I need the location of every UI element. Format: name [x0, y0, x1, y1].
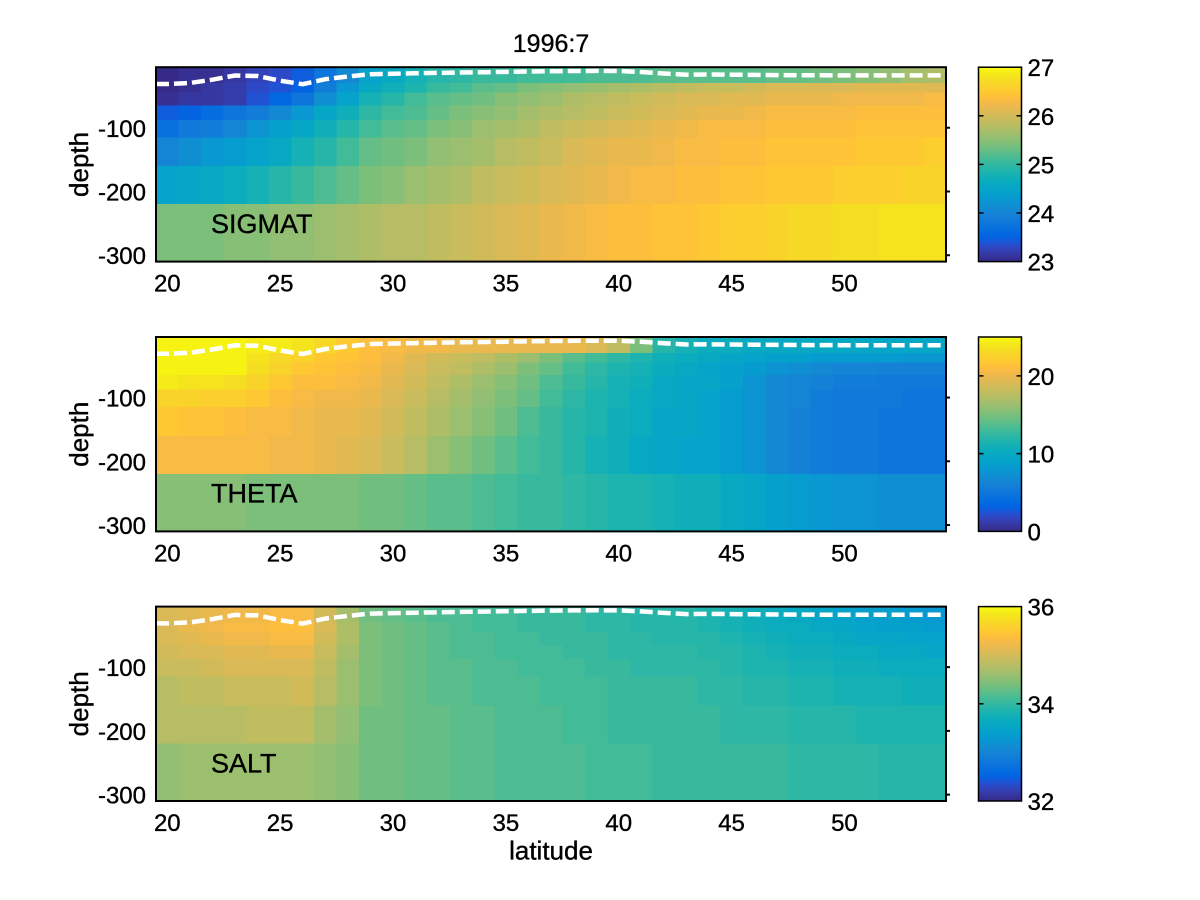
svg-text:SIGMAT: SIGMAT [211, 209, 313, 239]
svg-text:10: 10 [1028, 442, 1055, 469]
svg-text:20: 20 [1028, 364, 1055, 391]
svg-text:depth: depth [64, 402, 94, 467]
svg-text:40: 40 [605, 271, 632, 298]
svg-text:depth: depth [64, 132, 94, 197]
svg-text:depth: depth [64, 671, 94, 736]
svg-text:25: 25 [267, 271, 294, 298]
svg-text:30: 30 [380, 271, 407, 298]
svg-text:32: 32 [1028, 789, 1055, 816]
svg-text:-100: -100 [98, 116, 146, 143]
svg-text:-100: -100 [98, 655, 146, 682]
svg-text:25: 25 [267, 810, 294, 837]
svg-text:50: 50 [831, 810, 858, 837]
svg-text:-200: -200 [98, 179, 146, 206]
svg-text:20: 20 [154, 810, 181, 837]
svg-text:36: 36 [1028, 595, 1055, 622]
svg-text:26: 26 [1028, 104, 1055, 131]
svg-text:45: 45 [718, 271, 745, 298]
svg-text:20: 20 [154, 271, 181, 298]
svg-text:23: 23 [1028, 250, 1055, 277]
svg-text:40: 40 [605, 810, 632, 837]
svg-text:35: 35 [493, 271, 520, 298]
svg-text:latitude: latitude [509, 836, 593, 866]
svg-text:35: 35 [493, 810, 520, 837]
svg-text:50: 50 [831, 540, 858, 567]
svg-text:34: 34 [1028, 692, 1055, 719]
svg-text:-100: -100 [98, 386, 146, 413]
svg-text:27: 27 [1028, 55, 1055, 82]
svg-text:35: 35 [493, 540, 520, 567]
svg-text:24: 24 [1028, 201, 1055, 228]
svg-text:-300: -300 [98, 243, 146, 270]
svg-text:25: 25 [1028, 152, 1055, 179]
svg-text:40: 40 [605, 540, 632, 567]
svg-text:-300: -300 [98, 513, 146, 540]
svg-text:-200: -200 [98, 449, 146, 476]
svg-text:25: 25 [267, 540, 294, 567]
svg-text:THETA: THETA [211, 479, 298, 509]
svg-text:20: 20 [154, 540, 181, 567]
svg-text:-300: -300 [98, 783, 146, 810]
svg-text:45: 45 [718, 810, 745, 837]
svg-text:-200: -200 [98, 719, 146, 746]
svg-text:1996:7: 1996:7 [513, 30, 589, 58]
svg-text:30: 30 [380, 810, 407, 837]
svg-text:45: 45 [718, 540, 745, 567]
svg-text:50: 50 [831, 271, 858, 298]
svg-text:30: 30 [380, 540, 407, 567]
svg-text:0: 0 [1028, 519, 1041, 546]
svg-text:SALT: SALT [211, 748, 277, 778]
